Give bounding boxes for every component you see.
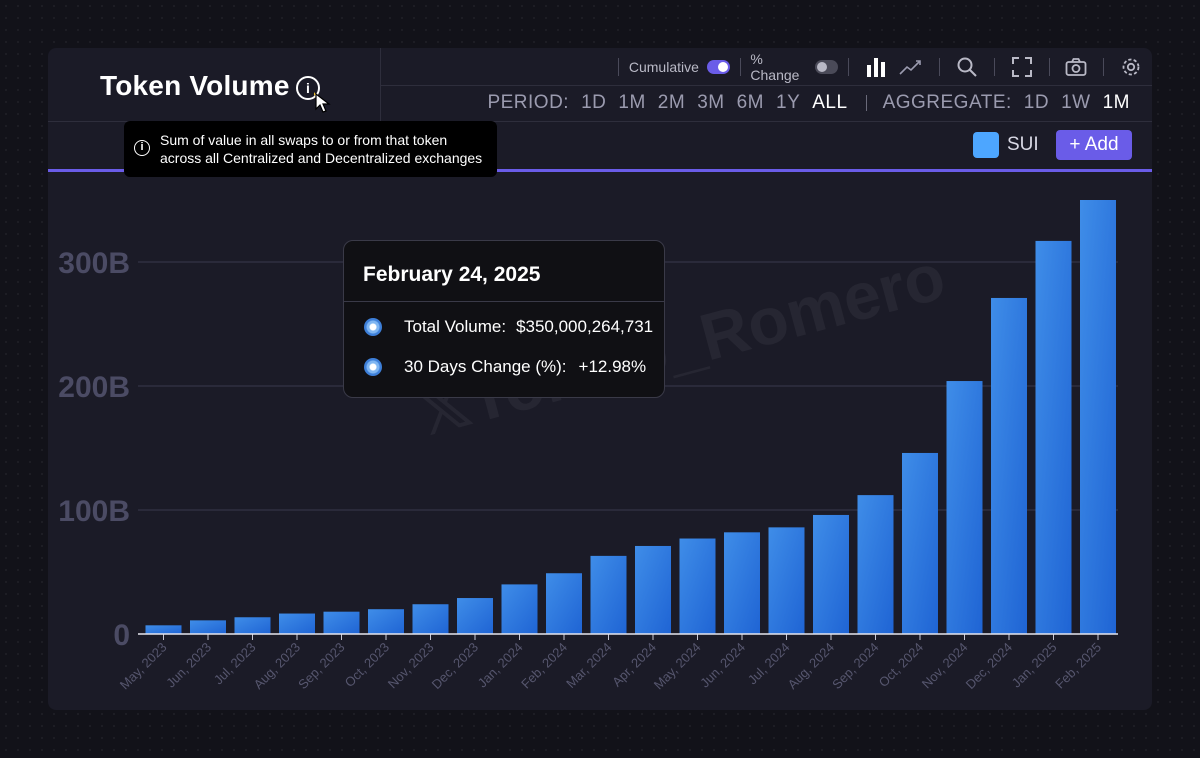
x-tick-label: Oct, 2023	[342, 640, 392, 690]
aggregate-option[interactable]: 1W	[1061, 92, 1091, 113]
line-chart-icon[interactable]	[899, 57, 923, 77]
series-dot-icon	[364, 318, 382, 336]
x-tick-label: Mar, 2024	[563, 640, 614, 691]
bar[interactable]	[724, 532, 760, 634]
cumulative-toggle[interactable]	[706, 60, 730, 74]
header-divider	[48, 121, 1152, 122]
search-icon[interactable]	[956, 56, 978, 78]
y-tick-label: 0	[113, 619, 130, 652]
info-icon[interactable]: i	[296, 76, 320, 100]
bar[interactable]	[501, 584, 538, 634]
bar[interactable]	[946, 381, 983, 634]
percent-change-toggle[interactable]	[815, 60, 838, 74]
x-tick-label: Aug, 2024	[785, 640, 838, 693]
tooltip-date: February 24, 2025	[363, 263, 541, 286]
aggregate-option[interactable]: 1D	[1023, 92, 1050, 113]
cursor-icon	[314, 92, 331, 113]
period-label: PERIOD:	[487, 92, 570, 113]
accent-line	[48, 169, 1152, 172]
bar-chart-icon[interactable]	[865, 57, 887, 77]
bar[interactable]	[279, 613, 315, 634]
bar[interactable]	[590, 555, 627, 634]
period-option[interactable]: 2M	[657, 92, 686, 113]
x-tick-label: Sep, 2023	[295, 640, 348, 693]
bar[interactable]	[323, 611, 360, 634]
tooltip-line: across all Centralized and Decentralized…	[160, 150, 483, 166]
legend-token-label[interactable]: SUI	[1007, 134, 1039, 155]
tooltip-row-label: Total Volume:	[404, 317, 507, 336]
aggregate-label: AGGREGATE:	[882, 92, 1012, 113]
x-tick-label: Nov, 2024	[919, 640, 971, 692]
bar[interactable]	[1035, 240, 1072, 635]
x-tick-label: Feb, 2024	[518, 640, 570, 692]
period-option[interactable]: 1Y	[776, 92, 801, 113]
x-tick-label: Jan, 2025	[1009, 640, 1060, 691]
bar[interactable]	[145, 625, 182, 634]
bar[interactable]	[635, 545, 671, 634]
period-option[interactable]: 1M	[618, 92, 646, 113]
x-tick-label: Dec, 2024	[963, 640, 1016, 693]
legend-swatch[interactable]	[973, 132, 999, 158]
x-tick-label: Feb, 2025	[1052, 640, 1104, 692]
x-tick-label: Oct, 2024	[876, 640, 926, 690]
camera-icon[interactable]	[1065, 57, 1087, 77]
bar[interactable]	[768, 527, 805, 634]
header-divider	[380, 85, 1152, 86]
tooltip-row-value: +12.98%	[578, 357, 647, 376]
tooltip-row-value: $350,000,264,731	[516, 317, 654, 336]
x-tick-label: Jan, 2024	[475, 640, 526, 691]
cumulative-label: Cumulative	[628, 59, 699, 75]
bar[interactable]	[813, 514, 849, 634]
period-option[interactable]: 3M	[697, 92, 725, 113]
x-tick-label: May, 2024	[651, 640, 704, 693]
page-title: Token Volume	[100, 70, 290, 101]
x-tick-label: Aug, 2023	[251, 640, 304, 693]
bar[interactable]	[412, 604, 449, 634]
info-icon: i	[134, 140, 150, 156]
series-dot-icon	[364, 358, 382, 376]
period-aggregate-bar: PERIOD: 1D 1M 2M 3M 6M 1Y ALL AGGREGATE:…	[487, 92, 1130, 114]
period-option[interactable]: 1D	[581, 92, 607, 113]
add-token-button[interactable]: + Add	[1056, 130, 1132, 160]
y-tick-label: 200B	[58, 371, 130, 404]
bar[interactable]	[857, 495, 894, 634]
tooltip-line: Sum of value in all swaps to or from tha…	[160, 132, 448, 148]
period-option[interactable]: 6M	[736, 92, 764, 113]
toolbar: Cumulative % Change	[608, 51, 1152, 83]
fullscreen-icon[interactable]	[1011, 56, 1033, 78]
bar[interactable]	[190, 620, 226, 634]
tooltip-divider	[344, 301, 664, 302]
tooltip-row: Total Volume: $350,000,264,731	[364, 317, 653, 337]
info-tooltip: i Sum of value in all swaps to or from t…	[124, 121, 497, 177]
y-tick-label: 300B	[58, 247, 130, 280]
bar[interactable]	[1080, 200, 1116, 634]
x-tick-label: Sep, 2024	[829, 640, 882, 693]
x-tick-label: Jun, 2024	[697, 640, 748, 691]
tooltip-row: 30 Days Change (%): +12.98%	[364, 357, 646, 377]
header-divider	[380, 48, 381, 121]
period-option-selected[interactable]: ALL	[812, 92, 848, 113]
bar[interactable]	[902, 452, 938, 634]
chart-card: Token Volume i Cumulative % Change	[48, 48, 1152, 710]
gear-icon[interactable]	[1120, 56, 1142, 78]
x-tick-label: Nov, 2023	[385, 640, 437, 692]
bar[interactable]	[991, 297, 1027, 634]
aggregate-option-selected[interactable]: 1M	[1102, 92, 1130, 113]
bar[interactable]	[679, 538, 716, 634]
bar[interactable]	[234, 617, 271, 634]
x-tick-label: Jun, 2023	[163, 640, 214, 691]
y-tick-label: 100B	[58, 495, 130, 528]
percent-change-label: % Change	[750, 51, 800, 83]
tooltip-row-label: 30 Days Change (%):	[404, 357, 567, 376]
bar[interactable]	[368, 609, 404, 634]
bar[interactable]	[457, 598, 493, 634]
data-tooltip: February 24, 2025 Total Volume: $350,000…	[343, 240, 665, 398]
x-tick-label: Dec, 2023	[429, 640, 482, 693]
bar[interactable]	[546, 573, 582, 634]
